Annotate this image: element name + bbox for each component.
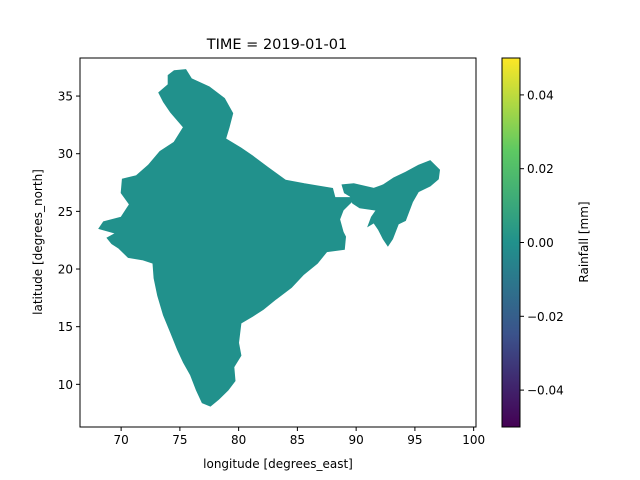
y-tick-label: 25 [58,205,73,219]
colorbar-tick-label: 0.00 [527,236,554,250]
x-axis-label: longitude [degrees_east] [203,457,353,471]
x-tick-label: 85 [290,433,305,447]
x-tick-label: 70 [113,433,128,447]
colorbar-gradient [502,58,520,427]
y-axis-label: latitude [degrees_north] [31,169,45,315]
colorbar-tick-label: 0.04 [527,88,554,102]
colorbar-tick-label: 0.02 [527,162,554,176]
colorbar-ticks: 0.04 0.02 0.00 −0.02 −0.04 [520,88,564,398]
colorbar: 0.04 0.02 0.00 −0.02 −0.04 [501,57,564,428]
x-tick-label: 100 [462,433,485,447]
colorbar-label: Rainfall [mm] [577,201,591,282]
y-tick-label: 35 [58,90,73,104]
y-tick-label: 10 [58,378,73,392]
colorbar-tick-label: −0.04 [527,384,564,398]
colorbar-tick-label: −0.02 [527,310,564,324]
region-mainland [98,69,355,407]
map-regions [98,69,441,407]
x-tick-label: 90 [349,433,364,447]
x-axis-ticks: 70 75 80 85 90 95 100 [113,427,485,447]
y-tick-label: 20 [58,263,73,277]
x-tick-label: 95 [407,433,422,447]
y-tick-label: 15 [58,320,73,334]
x-tick-label: 75 [172,433,187,447]
region-northeast [341,160,441,247]
x-tick-label: 80 [231,433,246,447]
plot-frame [79,57,477,428]
map-plot: 70 75 80 85 90 95 100 10 15 20 25 30 35 [58,57,485,447]
plot-title: TIME = 2019-01-01 [206,37,347,53]
y-axis-ticks: 10 15 20 25 30 35 [58,90,80,392]
y-tick-label: 30 [58,147,73,161]
